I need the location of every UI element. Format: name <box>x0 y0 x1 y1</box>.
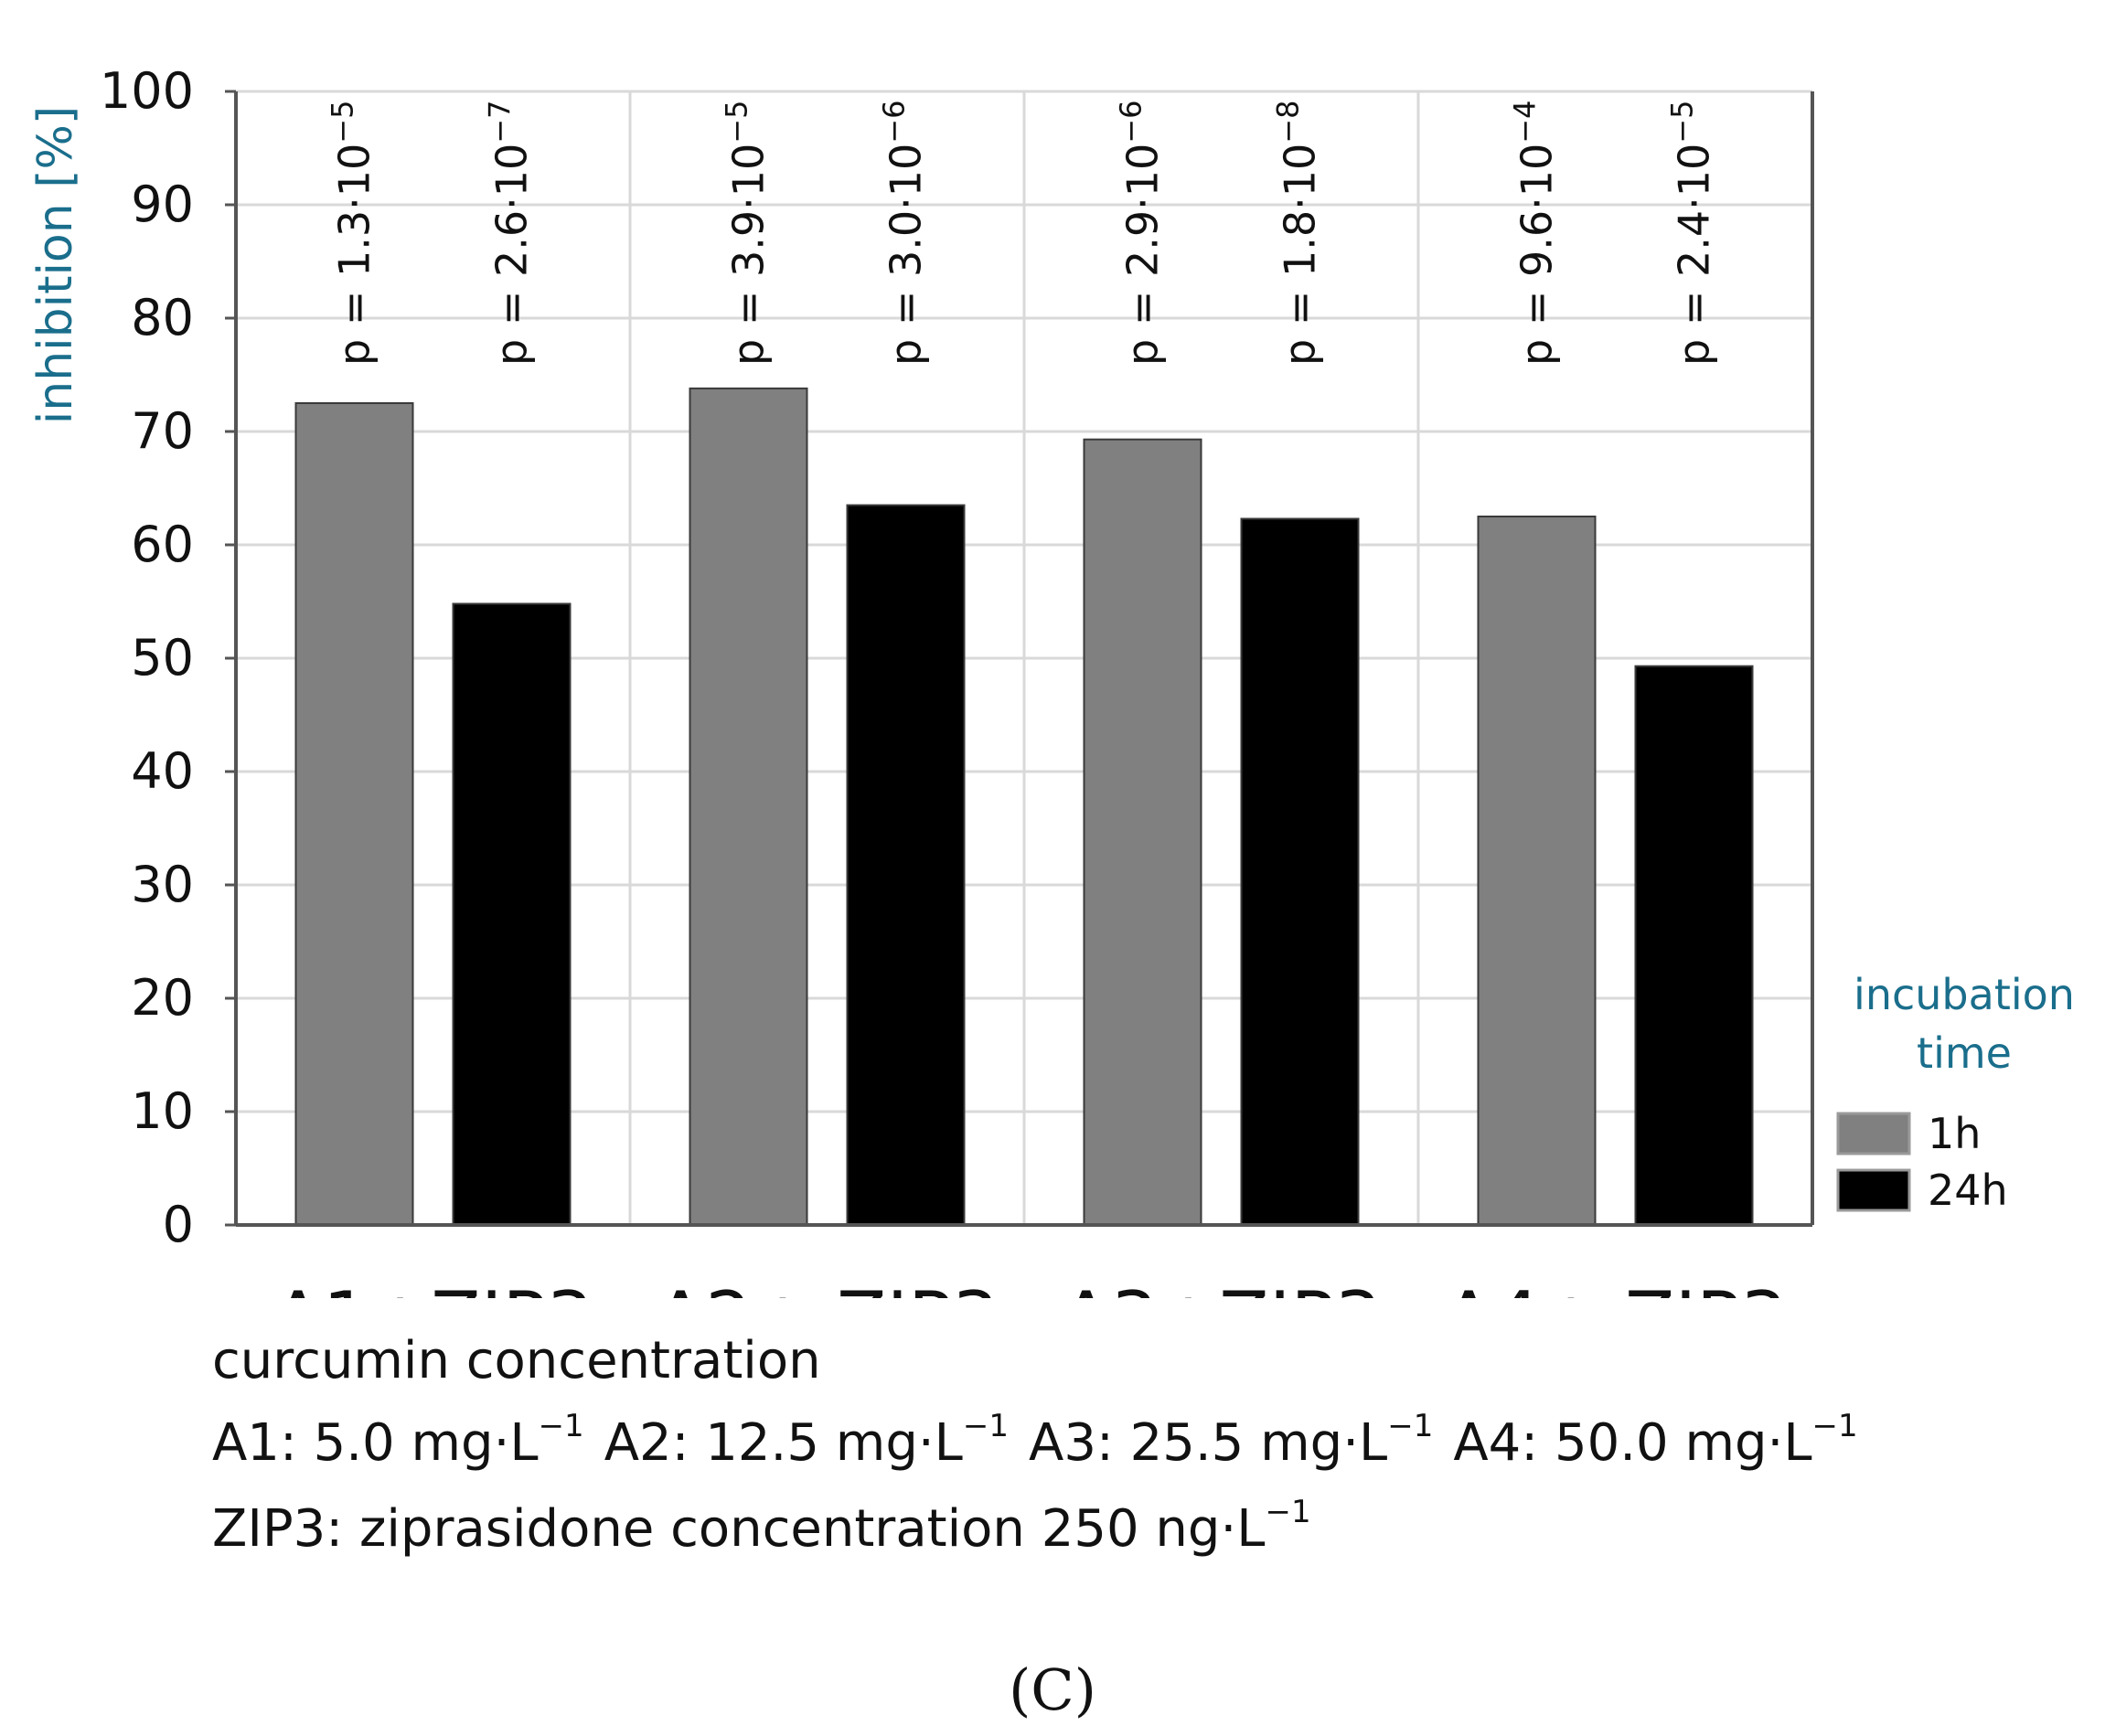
legend-label-24h: 24h <box>1928 1166 2008 1215</box>
p-value-exponent: −8 <box>1271 101 1306 144</box>
bar-1h-2 <box>689 387 808 1226</box>
p-value-label: p = 9.6·10−4 <box>1508 101 1562 366</box>
legend-label-1h: 1h <box>1928 1109 1981 1158</box>
p-value-base: p = 2.6·10 <box>487 144 537 366</box>
legend-title-line1: incubation <box>1854 970 2075 1019</box>
p-value-labels: p = 1.3·10−5p = 2.6·10−7p = 3.9·10−5p = … <box>326 101 1719 366</box>
p-value-label: p = 1.3·10−5 <box>326 101 379 366</box>
legend-title-line2: time <box>1917 1028 2012 1078</box>
bars <box>294 387 1754 1226</box>
y-tick-label: 100 <box>100 62 194 120</box>
bar-24h-1 <box>452 602 572 1226</box>
x-category-labels: A1+ZIP3 A2+ ZIP3 A3+ZIP3 A4+ ZIP3 <box>272 1276 1788 1361</box>
p-value-base: p = 2.4·10 <box>1670 144 1719 366</box>
concentration-a3: A3: 25.5 mg·L−1 <box>1029 1408 1434 1473</box>
p-value-label: p = 3.9·10−5 <box>720 101 774 366</box>
p-value-exponent: −5 <box>720 101 754 144</box>
y-tick-label: 0 <box>163 1196 194 1253</box>
p-value-label: p = 3.0·10−6 <box>877 101 931 366</box>
x-tick-label: A3+ZIP3 <box>1061 1276 1381 1298</box>
p-value-exponent: −4 <box>1508 101 1543 144</box>
p-value-base: p = 9.6·10 <box>1512 144 1562 366</box>
x-tick-label: A2+ ZIP3 <box>656 1276 999 1298</box>
x-axis-label: curcumin concentration <box>212 1331 821 1390</box>
y-tick-label: 50 <box>131 629 194 687</box>
legend: incubation time 1h 24h <box>1836 970 2075 1215</box>
y-tick-label: 90 <box>131 176 194 233</box>
p-value-base: p = 3.9·10 <box>724 144 774 366</box>
p-value-exponent: −5 <box>1665 101 1700 144</box>
y-tick-label: 80 <box>131 289 194 346</box>
p-value-exponent: −5 <box>326 101 360 144</box>
bar-1h-4 <box>1477 516 1597 1226</box>
concentration-a2: A2: 12.5 mg·L−1 <box>604 1408 1010 1473</box>
bar-1h-3 <box>1083 438 1202 1226</box>
y-tick-labels: 0 10 20 30 40 50 60 70 80 90 100 <box>100 62 194 1253</box>
bar-24h-4 <box>1634 665 1754 1226</box>
bar-24h-2 <box>846 504 966 1226</box>
p-value-exponent: −6 <box>877 101 912 144</box>
y-tick-label: 40 <box>131 742 194 800</box>
panel-label: (C) <box>1009 1656 1096 1723</box>
p-value-base: p = 3.0·10 <box>882 144 931 366</box>
p-value-label: p = 2.6·10−7 <box>483 101 537 366</box>
y-axis-label: inhibition [%] <box>28 106 83 424</box>
concentration-legend: A1: 5.0 mg·L−1 A2: 12.5 mg·L−1 A3: 25.5 mg… <box>212 1408 1858 1473</box>
x-tick-label: A4+ ZIP3 <box>1444 1276 1788 1298</box>
p-value-base: p = 1.3·10 <box>330 144 379 366</box>
concentration-a4: A4: 50.0 mg·L−1 <box>1453 1408 1858 1473</box>
axes <box>225 90 1814 1227</box>
bar-1h-1 <box>294 402 414 1226</box>
p-value-exponent: −6 <box>1114 101 1149 144</box>
y-tick-label: 30 <box>131 856 194 913</box>
p-value-base: p = 2.9·10 <box>1118 144 1168 366</box>
p-value-exponent: −7 <box>483 101 518 144</box>
y-tick-label: 10 <box>131 1082 194 1140</box>
ziprasidone-note: ZIP3: ziprasidone concentration 250 ng·L… <box>212 1494 1311 1559</box>
p-value-label: p = 2.4·10−5 <box>1665 101 1719 366</box>
p-value-label: p = 2.9·10−6 <box>1114 101 1168 366</box>
p-value-label: p = 1.8·10−8 <box>1271 101 1325 366</box>
p-value-base: p = 1.8·10 <box>1276 144 1325 366</box>
y-tick-label: 20 <box>131 969 194 1027</box>
x-tick-label: A1+ZIP3 <box>272 1276 593 1298</box>
legend-swatch-24h <box>1836 1168 1911 1212</box>
concentration-a1: A1: 5.0 mg·L−1 <box>212 1408 584 1473</box>
y-tick-label: 70 <box>131 402 194 460</box>
y-tick-label: 60 <box>131 516 194 573</box>
bar-24h-3 <box>1240 517 1360 1226</box>
legend-swatch-1h <box>1836 1112 1911 1156</box>
